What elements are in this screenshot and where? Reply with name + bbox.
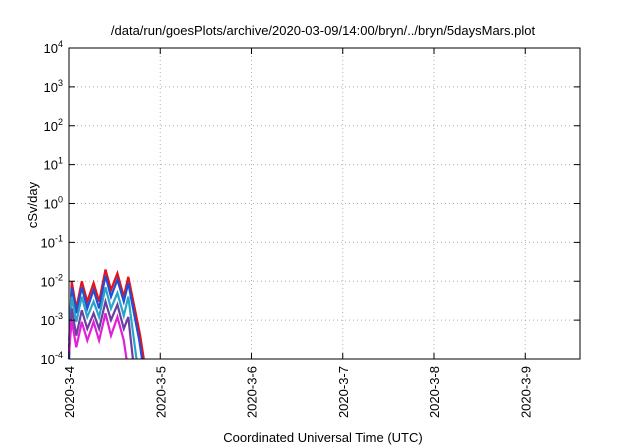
x-axis: 2020-3-4 2020-3-5 2020-3-6 2020-3-7 2020-3-8… <box>62 48 533 418</box>
series-line-5 <box>67 313 128 360</box>
series-group <box>67 269 145 360</box>
x-tick-label: 2020-3-8 <box>427 366 442 418</box>
x-tick-label: 2020-3-5 <box>153 366 168 418</box>
chart-title: /data/run/goesPlots/archive/2020-03-09/1… <box>111 23 536 38</box>
series-line-4 <box>67 297 134 360</box>
x-tick-label: 2020-3-9 <box>518 366 533 418</box>
y-tick-label: 10-3 <box>41 311 63 328</box>
x-axis-title: Coordinated Universal Time (UTC) <box>223 430 422 445</box>
x-tick-label: 2020-3-6 <box>245 366 260 418</box>
y-tick-label: 100 <box>44 195 63 212</box>
grid <box>69 48 580 359</box>
y-tick-label: 10-2 <box>41 272 63 289</box>
y-tick-label: 103 <box>44 78 63 95</box>
series-line-2 <box>67 275 144 360</box>
x-tick-label: 2020-3-4 <box>62 366 77 418</box>
x-tick-label: 2020-3-7 <box>336 366 351 418</box>
y-axis-title: cSv/day <box>25 181 40 228</box>
y-tick-label: 101 <box>44 156 63 173</box>
y-tick-label: 10-1 <box>41 233 63 250</box>
y-tick-label: 104 <box>44 39 63 56</box>
y-tick-label: 102 <box>44 117 63 134</box>
series-line-3 <box>67 287 138 360</box>
y-axis: 10-4 10-3 10-2 10-1 100 101 102 103 104 <box>41 39 580 367</box>
y-tick-label: 10-4 <box>41 350 63 367</box>
